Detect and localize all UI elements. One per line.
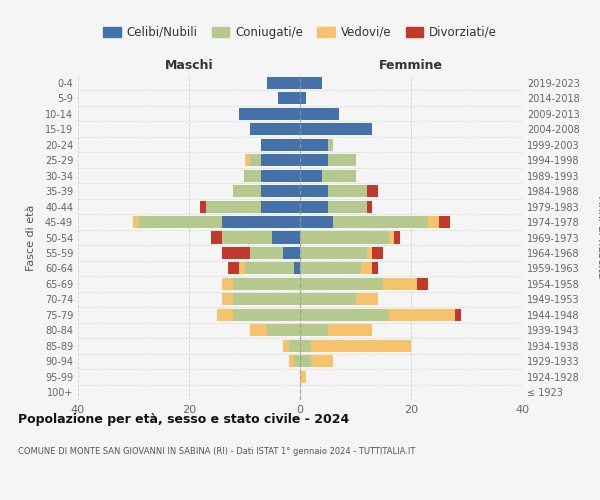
Bar	[367, 200, 372, 212]
Bar	[300, 247, 367, 259]
Bar	[311, 340, 411, 352]
Bar	[455, 309, 461, 321]
Y-axis label: Fasce di età: Fasce di età	[26, 204, 37, 270]
Y-axis label: Anni di nascita: Anni di nascita	[596, 196, 600, 279]
Bar	[245, 154, 250, 166]
Bar	[200, 200, 206, 212]
Bar	[300, 138, 328, 150]
Bar	[328, 324, 372, 336]
Bar	[300, 371, 305, 383]
Bar	[295, 262, 300, 274]
Bar	[261, 170, 300, 181]
Text: Femmine: Femmine	[379, 59, 443, 72]
Bar	[300, 185, 328, 197]
Bar	[283, 247, 300, 259]
Bar	[389, 232, 394, 243]
Bar	[300, 216, 334, 228]
Bar	[272, 232, 300, 243]
Bar	[300, 76, 322, 89]
Bar	[278, 92, 300, 104]
Bar	[250, 154, 261, 166]
Bar	[261, 200, 300, 212]
Bar	[261, 185, 300, 197]
Bar	[289, 340, 300, 352]
Bar	[228, 262, 239, 274]
Bar	[328, 185, 367, 197]
Bar	[367, 247, 372, 259]
Bar	[223, 247, 250, 259]
Legend: Celibi/Nubili, Coniugati/e, Vedovi/e, Divorziati/e: Celibi/Nubili, Coniugati/e, Vedovi/e, Di…	[99, 22, 501, 42]
Bar	[300, 108, 339, 120]
Bar	[394, 232, 400, 243]
Bar	[367, 185, 378, 197]
Bar	[328, 200, 367, 212]
Bar	[223, 294, 233, 306]
Bar	[300, 232, 389, 243]
Text: Maschi: Maschi	[164, 59, 214, 72]
Bar	[300, 324, 328, 336]
Bar	[206, 200, 261, 212]
Bar	[223, 216, 300, 228]
Bar	[300, 170, 322, 181]
Bar	[295, 356, 300, 368]
Bar	[250, 123, 300, 135]
Bar	[300, 356, 311, 368]
Bar	[233, 185, 261, 197]
Bar	[356, 294, 378, 306]
Bar	[389, 309, 455, 321]
Bar	[300, 278, 383, 290]
Bar	[250, 247, 283, 259]
Bar	[223, 232, 272, 243]
Bar	[328, 138, 334, 150]
Bar	[300, 200, 328, 212]
Bar	[261, 154, 300, 166]
Bar	[300, 154, 328, 166]
Bar	[245, 262, 295, 274]
Bar	[322, 170, 356, 181]
Bar	[217, 309, 233, 321]
Bar	[428, 216, 439, 228]
Bar	[283, 340, 289, 352]
Bar	[289, 356, 295, 368]
Bar	[250, 324, 267, 336]
Bar	[233, 294, 300, 306]
Bar	[239, 108, 300, 120]
Bar	[300, 123, 372, 135]
Bar	[300, 340, 311, 352]
Bar	[311, 356, 334, 368]
Bar	[223, 278, 233, 290]
Bar	[245, 170, 261, 181]
Bar	[300, 262, 361, 274]
Bar	[267, 324, 300, 336]
Bar	[300, 92, 305, 104]
Bar	[300, 309, 389, 321]
Bar	[267, 76, 300, 89]
Bar	[416, 278, 428, 290]
Bar	[233, 309, 300, 321]
Bar	[372, 247, 383, 259]
Bar	[383, 278, 416, 290]
Bar	[334, 216, 428, 228]
Bar	[261, 138, 300, 150]
Text: Popolazione per età, sesso e stato civile - 2024: Popolazione per età, sesso e stato civil…	[18, 412, 349, 426]
Bar	[233, 278, 300, 290]
Bar	[211, 232, 223, 243]
Bar	[133, 216, 139, 228]
Bar	[239, 262, 245, 274]
Bar	[139, 216, 223, 228]
Bar	[439, 216, 450, 228]
Bar	[372, 262, 378, 274]
Bar	[328, 154, 356, 166]
Text: COMUNE DI MONTE SAN GIOVANNI IN SABINA (RI) - Dati ISTAT 1° gennaio 2024 - TUTTI: COMUNE DI MONTE SAN GIOVANNI IN SABINA (…	[18, 448, 415, 456]
Bar	[361, 262, 372, 274]
Bar	[300, 294, 356, 306]
